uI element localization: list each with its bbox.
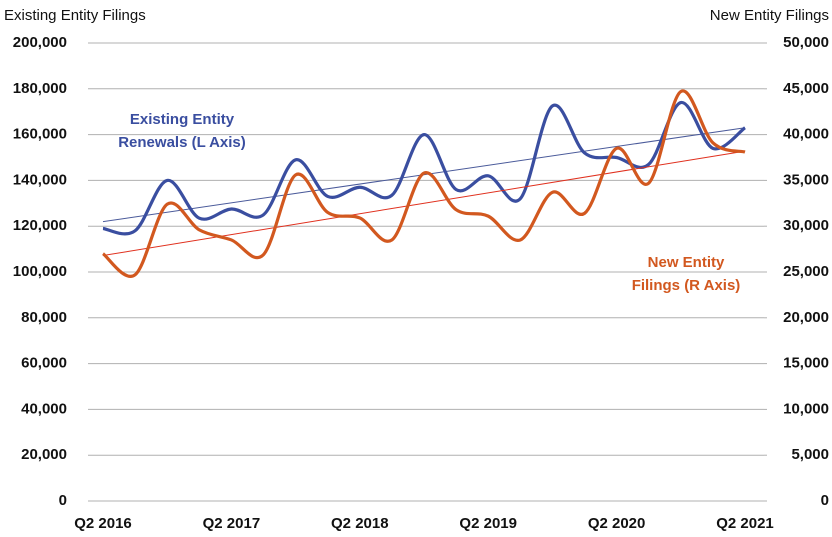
annotation: Filings (R Axis): [632, 277, 741, 294]
y-tick-label: 20,000: [21, 446, 67, 463]
y2-axis-title: New Entity Filings: [710, 7, 829, 24]
y-tick-label: 40,000: [21, 400, 67, 417]
y2-tick-label: 25,000: [783, 263, 829, 280]
y2-tick-label: 5,000: [791, 446, 829, 463]
y-tick-label: 80,000: [21, 309, 67, 326]
y-axis-title: Existing Entity Filings: [4, 7, 146, 24]
y2-tick-label: 35,000: [783, 171, 829, 188]
x-tick-label: Q2 2016: [74, 515, 132, 532]
y2-tick-label: 10,000: [783, 400, 829, 417]
x-tick-label: Q2 2021: [716, 515, 774, 532]
annotation: New Entity: [648, 254, 725, 271]
x-tick-label: Q2 2017: [203, 515, 261, 532]
y2-tick-label: 40,000: [783, 126, 829, 143]
series-line: [102, 100, 747, 236]
annotation: Renewals (L Axis): [118, 134, 246, 151]
y-tick-label: 160,000: [13, 126, 67, 143]
x-tick-label: Q2 2019: [459, 515, 517, 532]
x-tick-label: Q2 2020: [588, 515, 646, 532]
y2-tick-label: 0: [821, 492, 829, 509]
trend-line: [102, 150, 746, 257]
y2-tick-label: 50,000: [783, 34, 829, 51]
y-tick-label: 120,000: [13, 217, 67, 234]
y-tick-label: 200,000: [13, 34, 67, 51]
y-tick-label: 140,000: [13, 171, 67, 188]
y-tick-label: 100,000: [13, 263, 67, 280]
x-tick-label: Q2 2018: [331, 515, 389, 532]
y-tick-label: 0: [59, 492, 67, 509]
y2-tick-label: 15,000: [783, 355, 829, 372]
y2-tick-label: 45,000: [783, 80, 829, 97]
series-line: [101, 89, 746, 278]
annotation: Existing Entity: [130, 111, 235, 128]
y2-tick-label: 30,000: [783, 217, 829, 234]
y-tick-label: 180,000: [13, 80, 67, 97]
y-tick-label: 60,000: [21, 355, 67, 372]
y2-tick-label: 20,000: [783, 309, 829, 326]
